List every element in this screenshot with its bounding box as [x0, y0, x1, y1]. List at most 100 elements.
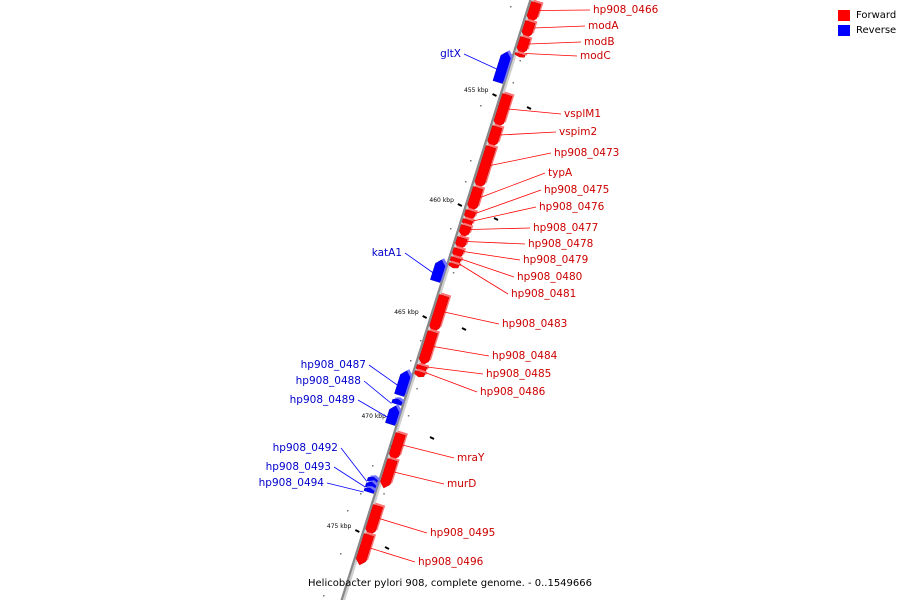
- gene-arrow: [355, 533, 374, 566]
- gene-arrow: [391, 398, 403, 406]
- map-caption: Helicobacter pylori 908, complete genome…: [308, 578, 592, 589]
- gene-hp908_0486[interactable]: [414, 368, 428, 378]
- gene-hp908_0473[interactable]: [474, 143, 499, 189]
- gene-mraY[interactable]: [388, 430, 408, 461]
- tick-label: 460 kbp: [429, 197, 454, 204]
- gene-label-hp908_0485[interactable]: hp908_0485: [486, 368, 551, 380]
- gene-label-hp908_0466[interactable]: hp908_0466: [593, 4, 659, 16]
- gene-leader-line: [393, 471, 445, 485]
- gene-label-hp908_0477[interactable]: hp908_0477: [533, 222, 598, 234]
- gene-label-hp908_0478[interactable]: hp908_0478: [528, 238, 593, 250]
- gene-hp908_0483[interactable]: [429, 292, 452, 333]
- scale-dot: [410, 360, 412, 362]
- gene-leader-line: [444, 311, 500, 325]
- gene-leader-line: [433, 346, 490, 357]
- gene-vsplM1[interactable]: [493, 91, 515, 128]
- tick-mark: [429, 436, 435, 440]
- gene-typA[interactable]: [467, 184, 486, 212]
- gene-label-vsplM1[interactable]: vsplM1: [564, 108, 601, 120]
- tick-label: 470 kbp: [361, 413, 386, 420]
- gene-label-hp908_0488[interactable]: hp908_0488: [296, 375, 361, 387]
- backbone-line: [340, 0, 532, 600]
- gene-leader-line: [402, 444, 455, 459]
- gene-label-hp908_0493[interactable]: hp908_0493: [266, 461, 331, 473]
- gene-hp908_0477[interactable]: [458, 222, 474, 238]
- tick-mark: [461, 327, 467, 331]
- gene-arrow: [448, 262, 460, 269]
- gene-leader-line: [363, 380, 392, 404]
- gene-arrow-depth: [517, 50, 528, 56]
- gene-label-mraY[interactable]: mraY: [457, 452, 485, 464]
- gene-arrow: [429, 294, 450, 333]
- gene-leader-line: [508, 108, 562, 115]
- gene-leader-line: [490, 152, 552, 166]
- gene-label-murD[interactable]: murD: [447, 478, 476, 490]
- gene-label-hp908_0486[interactable]: hp908_0486: [480, 386, 546, 398]
- gene-arrow: [365, 504, 384, 536]
- tick-mark: [457, 203, 463, 207]
- gene-label-hp908_0496[interactable]: hp908_0496: [418, 556, 484, 568]
- gene-label-hp908_0487[interactable]: hp908_0487: [301, 359, 366, 371]
- gene-label-modC[interactable]: modC: [580, 50, 611, 62]
- scale-dot: [407, 415, 410, 417]
- gene-leader-line: [528, 41, 582, 45]
- gene-hp908_0484[interactable]: [418, 328, 440, 366]
- gene-modB[interactable]: [516, 34, 533, 55]
- gene-hp908_0488[interactable]: [391, 397, 405, 406]
- scale-dot: [420, 340, 422, 342]
- gene-hp908_0495[interactable]: [365, 502, 386, 536]
- gene-label-hp908_0492[interactable]: hp908_0492: [273, 442, 338, 454]
- scale-dot: [510, 6, 512, 8]
- gene-hp908_0487[interactable]: [394, 369, 413, 397]
- gene-arrow: [394, 370, 411, 397]
- gene-leader-line: [463, 251, 521, 261]
- gene-label-modB[interactable]: modB: [584, 36, 615, 48]
- gene-arrow: [414, 370, 426, 378]
- gene-hp908_0466[interactable]: [526, 0, 544, 23]
- gene-arrow: [385, 405, 400, 426]
- gene-label-hp908_0475[interactable]: hp908_0475: [544, 184, 609, 196]
- gene-label-katA1[interactable]: katA1: [372, 247, 402, 259]
- scale-dot: [470, 160, 472, 162]
- scale-dot: [372, 465, 374, 467]
- scale-dot: [465, 181, 467, 183]
- gene-hp908_0496[interactable]: [355, 531, 377, 566]
- scale-dot: [390, 445, 392, 447]
- gene-leader-line: [480, 172, 546, 198]
- gene-label-hp908_0481[interactable]: hp908_0481: [511, 288, 576, 300]
- gene-arrow: [493, 93, 513, 128]
- gene-label-hp908_0473[interactable]: hp908_0473: [554, 147, 619, 159]
- gene-leader-line: [460, 258, 515, 278]
- tick-label: 465 kbp: [394, 309, 419, 316]
- gene-arrow: [418, 330, 438, 366]
- gene-label-modA[interactable]: modA: [588, 20, 619, 32]
- legend-swatch-reverse: [838, 25, 850, 36]
- gene-label-hp908_0489[interactable]: hp908_0489: [290, 394, 355, 406]
- gene-arrow: [516, 36, 531, 55]
- gene-murD[interactable]: [380, 456, 400, 489]
- gene-label-hp908_0495[interactable]: hp908_0495: [430, 527, 495, 539]
- gene-arrow: [474, 145, 497, 189]
- tick-mark: [422, 315, 428, 319]
- gene-label-typA[interactable]: typA: [548, 167, 573, 179]
- gene-label-hp908_0484[interactable]: hp908_0484: [492, 350, 558, 362]
- gene-arrow: [526, 1, 542, 23]
- gene-hp908_0489[interactable]: [385, 404, 402, 426]
- gene-label-vspim2[interactable]: vspim2: [559, 126, 597, 138]
- gene-vspim2[interactable]: [487, 123, 505, 148]
- gene-hp908_0481[interactable]: [448, 260, 462, 269]
- gene-gltX[interactable]: [492, 50, 513, 84]
- gene-label-hp908_0494[interactable]: hp908_0494: [259, 477, 325, 489]
- gene-label-gltX[interactable]: gltX: [440, 48, 461, 60]
- gene-label-hp908_0480[interactable]: hp908_0480: [517, 271, 582, 283]
- gene-katA1[interactable]: [430, 258, 448, 283]
- gene-label-hp908_0483[interactable]: hp908_0483: [502, 318, 567, 330]
- gene-label-hp908_0479[interactable]: hp908_0479: [523, 254, 588, 266]
- gene-modA[interactable]: [521, 18, 538, 39]
- gene-label-hp908_0476[interactable]: hp908_0476: [539, 201, 605, 213]
- gene-modC[interactable]: [514, 50, 528, 58]
- gene-leader-line: [533, 25, 586, 29]
- gene-hp908_0494[interactable]: [363, 486, 377, 494]
- legend-swatch-forward: [838, 10, 850, 21]
